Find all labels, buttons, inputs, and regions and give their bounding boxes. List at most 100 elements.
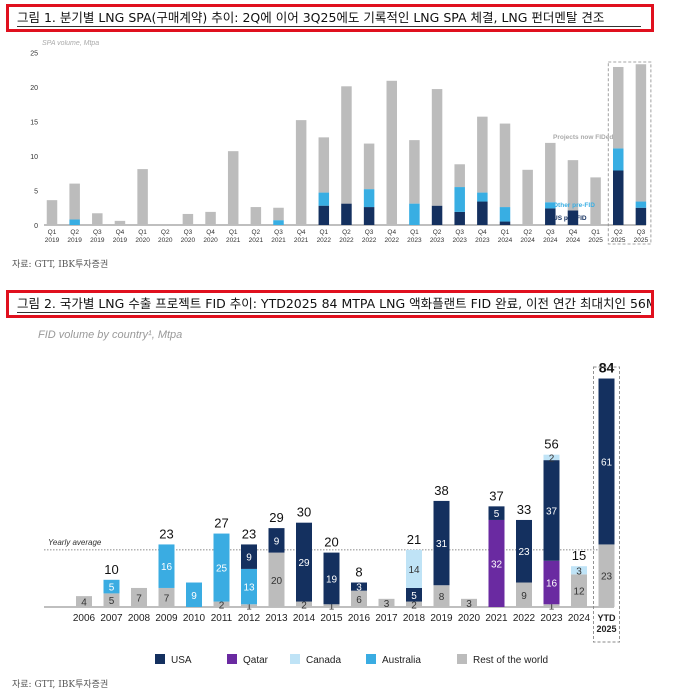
- bar-total-label: 38: [434, 483, 448, 498]
- bar-segment-usa: [516, 519, 532, 583]
- x-tick-quarter: Q3: [274, 229, 283, 236]
- segment-value-label: 2: [549, 453, 555, 464]
- bar-segment-usa: [268, 528, 285, 553]
- segment-value-label: 2: [411, 600, 417, 611]
- segment-value-label: 16: [161, 562, 173, 573]
- segment-value-label: 13: [243, 583, 255, 594]
- segment-value-label: 37: [546, 506, 558, 517]
- bar-total-label: 10: [104, 562, 118, 577]
- segment-value-label: 16: [546, 579, 558, 590]
- segment-value-label: 1: [549, 602, 555, 613]
- bar-segment-usa: [598, 378, 615, 545]
- figure1-title: 그림 1. 분기별 LNG SPA(구매계약) 추이: 2Q에 이어 3Q25에…: [6, 4, 654, 32]
- figure2-title-text: 그림 2. 국가별 LNG 수출 프로젝트 FID 추이: YTD2025 84…: [17, 296, 654, 311]
- bar-segment-usa: [433, 500, 450, 586]
- figure2-title-underline: [17, 312, 641, 313]
- x-tick-label: 2025: [596, 624, 616, 634]
- bar-segment-rest-of-the-world: [516, 582, 532, 607]
- bar-segment-us-pre-fid: [477, 201, 488, 225]
- y-tick-label: 5: [34, 189, 38, 196]
- bar-segment-other-pre-fid: [499, 207, 511, 222]
- bar-segment-usa: [241, 544, 257, 569]
- segment-value-label: 9: [246, 553, 252, 564]
- legend-swatch: [457, 654, 467, 664]
- x-tick-year: 2023: [452, 237, 467, 244]
- yearly-average-label: Yearly average: [48, 538, 102, 547]
- bar-segment-us-pre-fid: [613, 170, 624, 225]
- x-tick-year: 2019: [90, 237, 105, 244]
- x-tick-quarter: Q4: [569, 229, 578, 236]
- legend-label: US pre-FID: [553, 215, 587, 222]
- segment-value-label: 3: [356, 583, 362, 594]
- bar-segment-other-pre-fid: [545, 202, 556, 209]
- x-tick-label: YTD: [598, 613, 617, 623]
- bar-segment-australia: [213, 533, 230, 602]
- bar-total-label: 21: [407, 532, 421, 547]
- bar-segment-us-pre-fid: [635, 207, 647, 225]
- bar-segment-projects-now-fided: [92, 213, 103, 225]
- bar-segment-other-pre-fid: [613, 148, 624, 171]
- bar-total-label: 8: [355, 565, 362, 580]
- bar-segment-us-pre-fid: [567, 210, 579, 225]
- x-tick-year: 2021: [294, 237, 309, 244]
- bar-segment-projects-now-fided: [69, 183, 80, 220]
- x-tick-year: 2025: [634, 237, 649, 244]
- x-tick-year: 2022: [385, 237, 400, 244]
- x-tick-label: 2020: [458, 613, 481, 624]
- x-tick-quarter: Q2: [433, 229, 442, 236]
- x-tick-quarter: Q2: [523, 229, 532, 236]
- bar-segment-projects-now-fided: [522, 169, 533, 225]
- x-tick-quarter: Q3: [93, 229, 102, 236]
- segment-value-label: 32: [491, 559, 503, 570]
- bar-segment-canada: [543, 454, 560, 461]
- y-tick-label: 0: [34, 223, 38, 230]
- legend-label: Qatar: [243, 655, 269, 666]
- segment-value-label: 14: [408, 565, 420, 576]
- bar-segment-australia: [186, 582, 202, 607]
- x-tick-quarter: Q4: [387, 229, 396, 236]
- x-tick-label: 2016: [348, 613, 371, 624]
- x-tick-quarter: Q1: [319, 229, 328, 236]
- bar-segment-projects-now-fided: [431, 89, 443, 206]
- segment-value-label: 9: [274, 536, 280, 547]
- legend-label: Rest of the world: [473, 655, 548, 666]
- x-tick-label: 2009: [155, 613, 178, 624]
- x-tick-label: 2023: [540, 613, 563, 624]
- x-tick-year: 2024: [543, 237, 558, 244]
- bar-segment-us-pre-fid: [454, 211, 465, 225]
- bar-segment-other-pre-fid: [477, 192, 488, 202]
- bar-segment-other-pre-fid: [409, 203, 420, 225]
- bar-segment-rest-of-the-world: [433, 585, 450, 607]
- bar-total-label: 56: [544, 437, 558, 452]
- x-tick-label: 2017: [375, 613, 398, 624]
- legend-label: Australia: [382, 655, 421, 666]
- bar-segment-rest-of-the-world: [213, 601, 230, 607]
- x-tick-quarter: Q3: [184, 229, 193, 236]
- x-tick-year: 2023: [407, 237, 422, 244]
- bar-segment-projects-now-fided: [341, 86, 352, 204]
- bar-segment-other-pre-fid: [318, 192, 330, 206]
- bar-segment-us-pre-fid: [545, 208, 556, 225]
- chart2-title: FID volume by country¹, Mtpa: [38, 329, 182, 341]
- bar-segment-projects-now-fided: [318, 137, 330, 193]
- y-tick-label: 15: [30, 120, 38, 127]
- segment-value-label: 9: [191, 591, 197, 602]
- chart1-title: SPA volume, Mtpa: [42, 40, 99, 47]
- bar-segment-canada: [406, 549, 422, 588]
- bar-total-label: 84: [599, 360, 615, 376]
- bar-segment-rest-of-the-world: [543, 604, 560, 607]
- x-tick-label: 2015: [320, 613, 343, 624]
- bar-segment-australia: [158, 544, 175, 588]
- highlight-box: [607, 61, 652, 245]
- bar-segment-rest-of-the-world: [131, 587, 147, 607]
- bar-segment-us-pre-fid: [499, 221, 511, 225]
- x-tick-quarter: Q3: [365, 229, 374, 236]
- x-tick-year: 2020: [158, 237, 173, 244]
- x-tick-label: 2013: [265, 613, 288, 624]
- x-tick-quarter: Q2: [70, 229, 79, 236]
- x-tick-quarter: Q1: [229, 229, 238, 236]
- bar-segment-rest-of-the-world: [406, 601, 422, 607]
- segment-value-label: 3: [384, 599, 390, 610]
- x-tick-quarter: Q2: [342, 229, 351, 236]
- segment-value-label: 5: [109, 596, 115, 607]
